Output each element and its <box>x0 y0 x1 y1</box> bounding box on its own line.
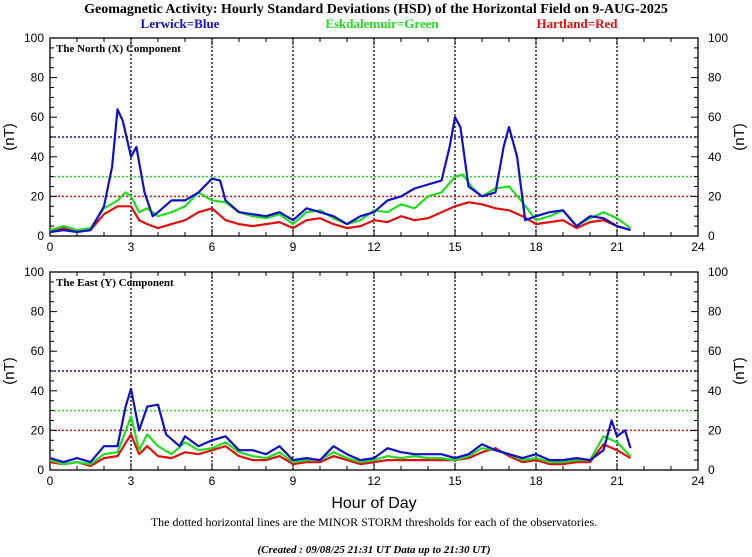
x-tick-label: 6 <box>209 240 216 254</box>
y-tick-label-right: 20 <box>708 189 722 203</box>
y-tick-label-right: 0 <box>708 463 715 477</box>
x-tick-label: 12 <box>367 474 381 488</box>
series-line <box>49 415 632 466</box>
y-axis-label-left: (nT) <box>1 123 18 151</box>
y-tick-label-right: 100 <box>708 31 728 45</box>
x-tick-label: 18 <box>529 474 543 488</box>
x-tick-label: 6 <box>209 474 216 488</box>
y-tick-label-left: 80 <box>31 71 45 85</box>
series-line <box>49 173 632 232</box>
y-tick-label-right: 20 <box>708 423 722 437</box>
y-tick-label-right: 60 <box>708 344 722 358</box>
y-axis-label-right: (nT) <box>731 123 748 151</box>
x-tick-label: 24 <box>691 474 705 488</box>
y-tick-label-left: 20 <box>31 189 45 203</box>
panel-title: The East (Y) Component <box>56 277 174 289</box>
x-tick-label: 0 <box>47 474 54 488</box>
x-tick-label: 15 <box>448 474 462 488</box>
y-tick-label-left: 0 <box>37 463 44 477</box>
y-tick-label-right: 80 <box>708 305 722 319</box>
y-tick-label-left: 100 <box>24 31 44 45</box>
y-axis-label-left: (nT) <box>1 357 18 385</box>
x-tick-label: 18 <box>529 240 543 254</box>
x-tick-label: 12 <box>367 240 381 254</box>
x-tick-label: 21 <box>610 240 624 254</box>
chart-title: Geomagnetic Activity: Hourly Standard De… <box>84 2 668 17</box>
y-tick-label-right: 40 <box>708 150 722 164</box>
y-axis-label-right: (nT) <box>731 357 748 385</box>
y-tick-label-right: 0 <box>708 229 715 243</box>
y-tick-label-left: 60 <box>31 110 45 124</box>
x-tick-label: 9 <box>290 240 297 254</box>
y-tick-label-left: 40 <box>31 150 45 164</box>
x-tick-label: 9 <box>290 474 297 488</box>
legend: Lerwick=Blue Eskdalemuir=Green Hartland=Re… <box>141 16 619 31</box>
series-line <box>49 108 631 234</box>
series-line <box>49 201 631 234</box>
x-tick-label: 3 <box>128 240 135 254</box>
created-note: (Created : 09/08/25 21:31 UT Data up to … <box>257 544 490 556</box>
x-axis-label: Hour of Day <box>331 495 416 512</box>
y-tick-label-left: 60 <box>31 344 45 358</box>
footnote: The dotted horizontal lines are the MINO… <box>151 515 597 529</box>
y-tick-label-right: 100 <box>708 265 728 279</box>
x-tick-label: 24 <box>691 240 705 254</box>
y-tick-label-right: 40 <box>708 384 722 398</box>
legend-entry: Lerwick=Blue <box>141 16 220 31</box>
y-tick-label-left: 40 <box>31 384 45 398</box>
y-tick-label-left: 0 <box>37 229 44 243</box>
y-tick-label-right: 60 <box>708 110 722 124</box>
series-line <box>49 433 632 468</box>
x-tick-label: 0 <box>47 240 54 254</box>
y-tick-label-right: 80 <box>708 71 722 85</box>
y-tick-label-left: 100 <box>24 265 44 279</box>
panel-title: The North (X) Component <box>56 43 181 55</box>
legend-entry: Eskdalemuir=Green <box>325 16 439 31</box>
legend-entry: Hartland=Red <box>536 16 618 31</box>
y-tick-label-left: 80 <box>31 305 45 319</box>
y-tick-label-left: 20 <box>31 423 45 437</box>
x-tick-label: 21 <box>610 474 624 488</box>
x-tick-label: 3 <box>128 474 135 488</box>
series-line <box>49 387 632 464</box>
x-tick-label: 15 <box>448 240 462 254</box>
